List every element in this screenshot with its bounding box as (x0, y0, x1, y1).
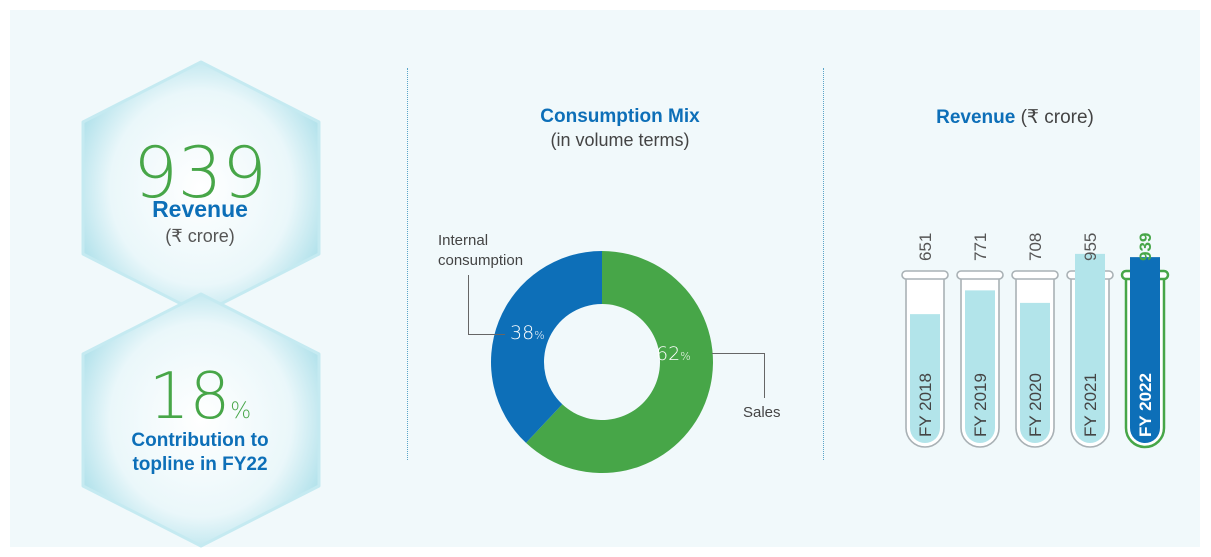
tube-value-label: 939 (1136, 233, 1155, 261)
donut-subtitle: (in volume terms) (550, 130, 690, 150)
tube-rim-2 (1011, 270, 1059, 280)
tube-value-label: 955 (1081, 233, 1100, 261)
sales-label: Sales (743, 404, 781, 421)
divider-left (407, 68, 408, 460)
tube-category-label: FY 2022 (1136, 373, 1155, 437)
contribution-kpi: 18% (100, 362, 300, 432)
tube-value-label: 651 (916, 233, 935, 261)
tube-fill-3 (1075, 253, 1105, 443)
revenue-chart-title: Revenue (₹ crore) (840, 106, 1190, 129)
donut-slice-1 (491, 251, 602, 443)
tube-value-label: 708 (1026, 233, 1045, 261)
internal-percent-suffix: % (534, 329, 545, 342)
internal-leader-line (468, 275, 505, 335)
tube-category-label: FY 2018 (916, 373, 935, 437)
sales-percent-value: 62 (656, 343, 681, 365)
revenue-chart-title-main: Revenue (936, 107, 1016, 128)
divider-right (823, 68, 824, 460)
internal-label-line2: consumption (438, 252, 524, 269)
contribution-kpi-label-line2: topline in FY22 (132, 454, 268, 475)
hexagon-contribution-background (81, 292, 321, 548)
tube-value-label: 771 (971, 233, 990, 261)
infographic-panel: 939 Revenue (₹ crore) 18% Contribution t… (10, 10, 1200, 548)
tube-2: FY 2020 708 (1011, 233, 1059, 448)
tube-fill-2 (1020, 302, 1050, 443)
tube-0: FY 2018 651 (901, 233, 949, 448)
contribution-kpi-suffix: % (230, 399, 252, 424)
revenue-chart-title-unit: (₹ crore) (1020, 107, 1094, 128)
tube-fill-4 (1130, 257, 1160, 443)
donut-label-internal: 38% (510, 322, 545, 344)
tube-category-label: FY 2020 (1026, 373, 1045, 437)
tube-rim-0 (901, 270, 949, 280)
tube-category-label: FY 2021 (1081, 373, 1100, 437)
tube-3: FY 2021 955 (1066, 233, 1114, 448)
tube-4: FY 2022 939 (1120, 233, 1170, 449)
contribution-kpi-label-line1: Contribution to (131, 430, 269, 451)
revenue-kpi-value: 939 (133, 132, 267, 214)
contribution-kpi-value: 18 (148, 360, 231, 434)
tube-fill-1 (965, 290, 995, 443)
tube-category-label: FY 2019 (971, 373, 990, 437)
internal-percent-value: 38 (510, 322, 535, 344)
sales-percent-suffix: % (680, 350, 691, 363)
sales-leader-line (712, 353, 765, 398)
revenue-kpi-unit: (₹ crore) (165, 226, 235, 246)
revenue-kpi-label: Revenue (152, 196, 248, 222)
donut-chart (491, 251, 713, 473)
tube-1: FY 2019 771 (956, 233, 1004, 448)
revenue-tube-chart: FY 2018 651 FY 2019 771 FY 2020 708 FY 2021 955… (901, 233, 1170, 449)
donut-title: Consumption Mix (540, 106, 700, 127)
tube-fill-0 (910, 314, 940, 443)
donut-slice-0 (526, 251, 713, 473)
tube-rim-1 (956, 270, 1004, 280)
donut-label-sales: 62% (656, 343, 691, 365)
internal-label-line1: Internal (438, 232, 489, 249)
